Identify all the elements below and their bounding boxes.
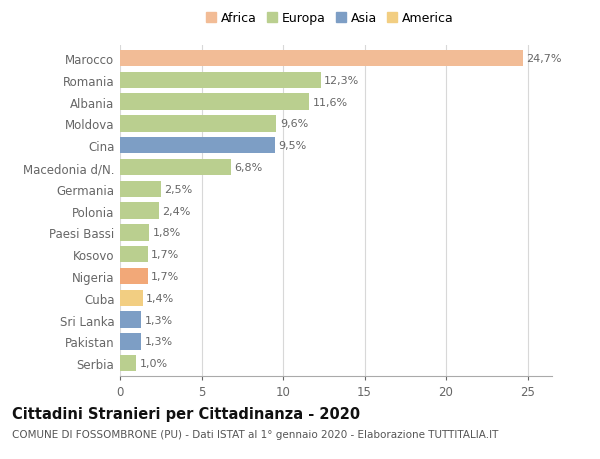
Bar xyxy=(120,203,159,219)
Legend: Africa, Europa, Asia, America: Africa, Europa, Asia, America xyxy=(202,9,458,29)
Text: Cittadini Stranieri per Cittadinanza - 2020: Cittadini Stranieri per Cittadinanza - 2… xyxy=(12,406,360,421)
Bar xyxy=(120,116,277,132)
Bar xyxy=(120,333,141,350)
Bar xyxy=(120,138,275,154)
Bar xyxy=(120,51,523,67)
Text: 6,8%: 6,8% xyxy=(234,162,262,173)
Text: 11,6%: 11,6% xyxy=(313,97,347,107)
Bar xyxy=(120,160,231,176)
Text: COMUNE DI FOSSOMBRONE (PU) - Dati ISTAT al 1° gennaio 2020 - Elaborazione TUTTIT: COMUNE DI FOSSOMBRONE (PU) - Dati ISTAT … xyxy=(12,429,499,439)
Text: 1,7%: 1,7% xyxy=(151,271,179,281)
Text: 1,0%: 1,0% xyxy=(140,358,167,368)
Text: 9,5%: 9,5% xyxy=(278,141,307,151)
Bar xyxy=(120,181,161,197)
Bar xyxy=(120,94,309,111)
Text: 1,7%: 1,7% xyxy=(151,250,179,260)
Text: 1,3%: 1,3% xyxy=(145,336,173,347)
Text: 9,6%: 9,6% xyxy=(280,119,308,129)
Text: 2,5%: 2,5% xyxy=(164,185,192,195)
Text: 1,3%: 1,3% xyxy=(145,315,173,325)
Bar xyxy=(120,312,141,328)
Bar xyxy=(120,73,320,89)
Text: 1,8%: 1,8% xyxy=(152,228,181,238)
Bar xyxy=(120,290,143,306)
Bar xyxy=(120,268,148,285)
Bar xyxy=(120,355,136,371)
Bar xyxy=(120,225,149,241)
Text: 12,3%: 12,3% xyxy=(324,76,359,86)
Text: 1,4%: 1,4% xyxy=(146,293,175,303)
Bar xyxy=(120,246,148,263)
Text: 24,7%: 24,7% xyxy=(526,54,562,64)
Text: 2,4%: 2,4% xyxy=(163,206,191,216)
